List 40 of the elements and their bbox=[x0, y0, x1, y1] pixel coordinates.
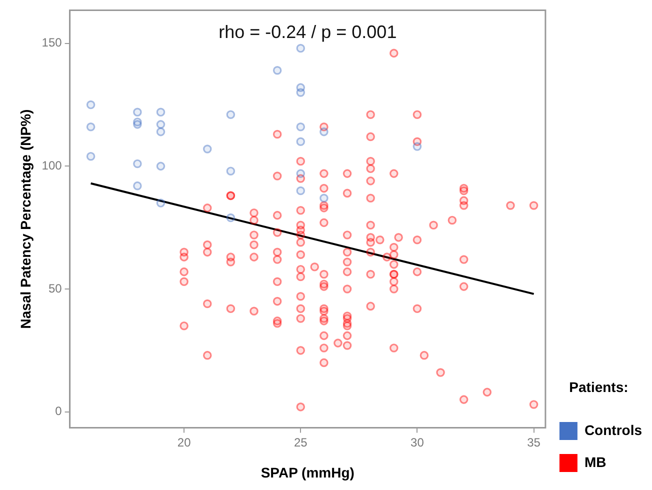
point bbox=[156, 198, 166, 208]
x-tick-label: 30 bbox=[410, 435, 424, 450]
y-tick-label: 0 bbox=[55, 404, 62, 418]
y-tick-label: 100 bbox=[42, 158, 62, 172]
point bbox=[296, 122, 306, 132]
point bbox=[296, 137, 306, 146]
annotation: rho = -0.24 / p = 0.001 bbox=[218, 22, 397, 42]
y-tick-label: 150 bbox=[42, 36, 62, 50]
point bbox=[133, 120, 142, 129]
point bbox=[86, 152, 96, 161]
y-tick-label: 50 bbox=[48, 281, 62, 296]
legend-title: Patients: bbox=[569, 379, 628, 396]
point bbox=[296, 44, 306, 53]
legend-label: MB bbox=[584, 454, 606, 470]
point bbox=[156, 120, 166, 129]
point bbox=[272, 66, 282, 75]
point bbox=[133, 181, 142, 190]
point bbox=[86, 100, 96, 110]
point bbox=[412, 142, 422, 151]
y-axis-title: Nasal Patency Percentage (NP%) bbox=[17, 109, 34, 329]
point bbox=[226, 110, 236, 119]
point bbox=[202, 144, 212, 154]
point bbox=[156, 162, 166, 171]
point bbox=[296, 186, 306, 196]
point bbox=[226, 166, 236, 176]
point bbox=[86, 122, 96, 132]
x-tick-label: 35 bbox=[527, 435, 541, 450]
point bbox=[296, 169, 306, 178]
x-axis-title: SPAP (mmHg) bbox=[260, 464, 354, 480]
point bbox=[296, 88, 306, 97]
point bbox=[156, 127, 166, 136]
point bbox=[320, 127, 328, 136]
x-tick-label: 25 bbox=[294, 435, 308, 450]
legend-label: Controls bbox=[584, 422, 642, 438]
point bbox=[133, 108, 142, 117]
point bbox=[156, 108, 166, 117]
point bbox=[226, 213, 236, 222]
point bbox=[133, 159, 142, 168]
point bbox=[320, 194, 328, 203]
x-tick-label: 20 bbox=[177, 435, 192, 450]
